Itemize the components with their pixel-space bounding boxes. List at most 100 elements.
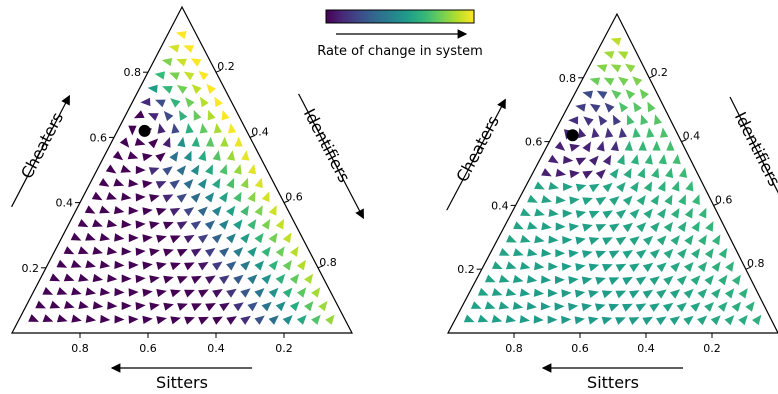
tick-label-cheaters: 0.2 (22, 262, 40, 275)
quiver-arrow (569, 143, 581, 152)
quiver-arrow (254, 315, 265, 325)
quiver-arrow (105, 164, 117, 174)
quiver-arrow (484, 274, 496, 283)
quiver-arrow (268, 205, 277, 216)
quiver-arrow (710, 315, 721, 326)
axis-arrow-cheaters (11, 94, 70, 208)
tick-mark (681, 139, 687, 143)
quiver-arrow (198, 70, 209, 81)
colorbar-label: Rate of change in system (317, 44, 483, 59)
quiver-arrow (608, 303, 620, 312)
tick-label-cheaters: 0.6 (525, 136, 543, 149)
tick-mark (317, 265, 324, 269)
tick-label-identifiers: 0.6 (285, 191, 303, 204)
quiver-arrow (656, 289, 667, 299)
quiver-arrow (588, 263, 600, 272)
quiver-arrow (618, 76, 629, 86)
quiver-arrow (610, 140, 619, 152)
quiver-arrow (183, 71, 195, 81)
quiver-arrow (170, 262, 181, 271)
quiver-arrow (588, 210, 600, 219)
quiver-arrow (630, 181, 639, 193)
quiver-arrow (140, 97, 151, 107)
quiver-arrow (289, 301, 300, 312)
quiver-arrow (84, 205, 96, 214)
quiver-arrow (609, 168, 619, 179)
quiver-arrow (638, 140, 647, 151)
quiver-arrow (113, 178, 125, 187)
quiver-arrow (282, 287, 293, 298)
quiver-arrow (275, 273, 286, 285)
quiver-arrow (170, 289, 181, 298)
quiver-arrow (554, 302, 565, 311)
quiver-arrow (574, 316, 585, 325)
tick-label-identifiers: 0.8 (319, 256, 337, 269)
quiver-arrow (191, 275, 202, 284)
quiver-arrow (642, 316, 653, 326)
quiver-arrow (155, 152, 166, 162)
quiver-arrow (162, 86, 173, 94)
quiver-arrow (121, 247, 132, 256)
quiver-arrow (610, 37, 622, 46)
quiver-arrow (128, 125, 137, 136)
quiver-arrow (520, 261, 531, 270)
quiver-arrow (575, 263, 586, 272)
quiver-arrow (588, 316, 599, 325)
quiver-arrow (157, 123, 166, 134)
colorbar-gradient (325, 9, 475, 24)
quiver-arrow (639, 88, 649, 100)
quiver-arrow (615, 317, 626, 325)
quiver-arrow (205, 275, 216, 285)
quiver-arrow (120, 164, 132, 173)
quiver-arrow (163, 302, 174, 311)
quiver-arrow (752, 314, 762, 326)
quiver-arrow (304, 273, 314, 284)
quiver-arrow (698, 207, 707, 219)
quiver-arrow (197, 234, 209, 244)
quiver-arrow (204, 192, 215, 203)
quiver-arrow (612, 114, 621, 126)
quiver-arrow (106, 246, 118, 256)
quiver-arrow (233, 302, 244, 312)
quiver-arrow (142, 288, 153, 297)
quiver-arrow (114, 315, 125, 324)
quiver-arrow (595, 224, 607, 232)
quiver-arrow (169, 207, 181, 217)
quiver-arrow (190, 164, 200, 176)
quiver-arrow (163, 275, 174, 284)
quiver-arrow (602, 210, 613, 219)
triangle-frame (11, 5, 353, 334)
quiver-arrow (526, 275, 538, 284)
quiver-arrow (154, 71, 165, 80)
quiver-arrow (691, 248, 701, 259)
quiver-arrow (106, 219, 118, 228)
quiver-arrow (206, 136, 215, 147)
quiver-arrow (541, 195, 552, 204)
quiver-arrow (602, 182, 613, 193)
quiver-arrow (547, 315, 558, 324)
quiver-arrow (568, 302, 579, 311)
quiver-arrow (127, 151, 139, 160)
quiver-arrow (275, 246, 285, 257)
quiver-arrow (147, 84, 158, 93)
quiver-arrow (71, 314, 82, 323)
tick-label-identifiers: 0.4 (251, 125, 269, 138)
quiver-arrow (282, 232, 292, 244)
quiver-arrow (248, 163, 257, 175)
quiver-arrow (643, 208, 653, 219)
quiver-arrow (649, 276, 660, 286)
quiver-arrow (226, 316, 237, 325)
quiver-arrow (498, 301, 510, 310)
quiver-arrow (541, 222, 552, 231)
quiver-arrow (134, 137, 146, 146)
quiver-arrow (185, 123, 194, 134)
quiver-arrow (156, 289, 167, 298)
quiver-arrow (275, 218, 285, 230)
quiver-arrow (71, 287, 82, 296)
quiver-arrow (142, 315, 153, 324)
quiver-arrow (162, 137, 171, 148)
quiver-arrow (697, 288, 708, 299)
quiver-arrow (616, 182, 626, 193)
quiver-arrow (660, 127, 669, 138)
